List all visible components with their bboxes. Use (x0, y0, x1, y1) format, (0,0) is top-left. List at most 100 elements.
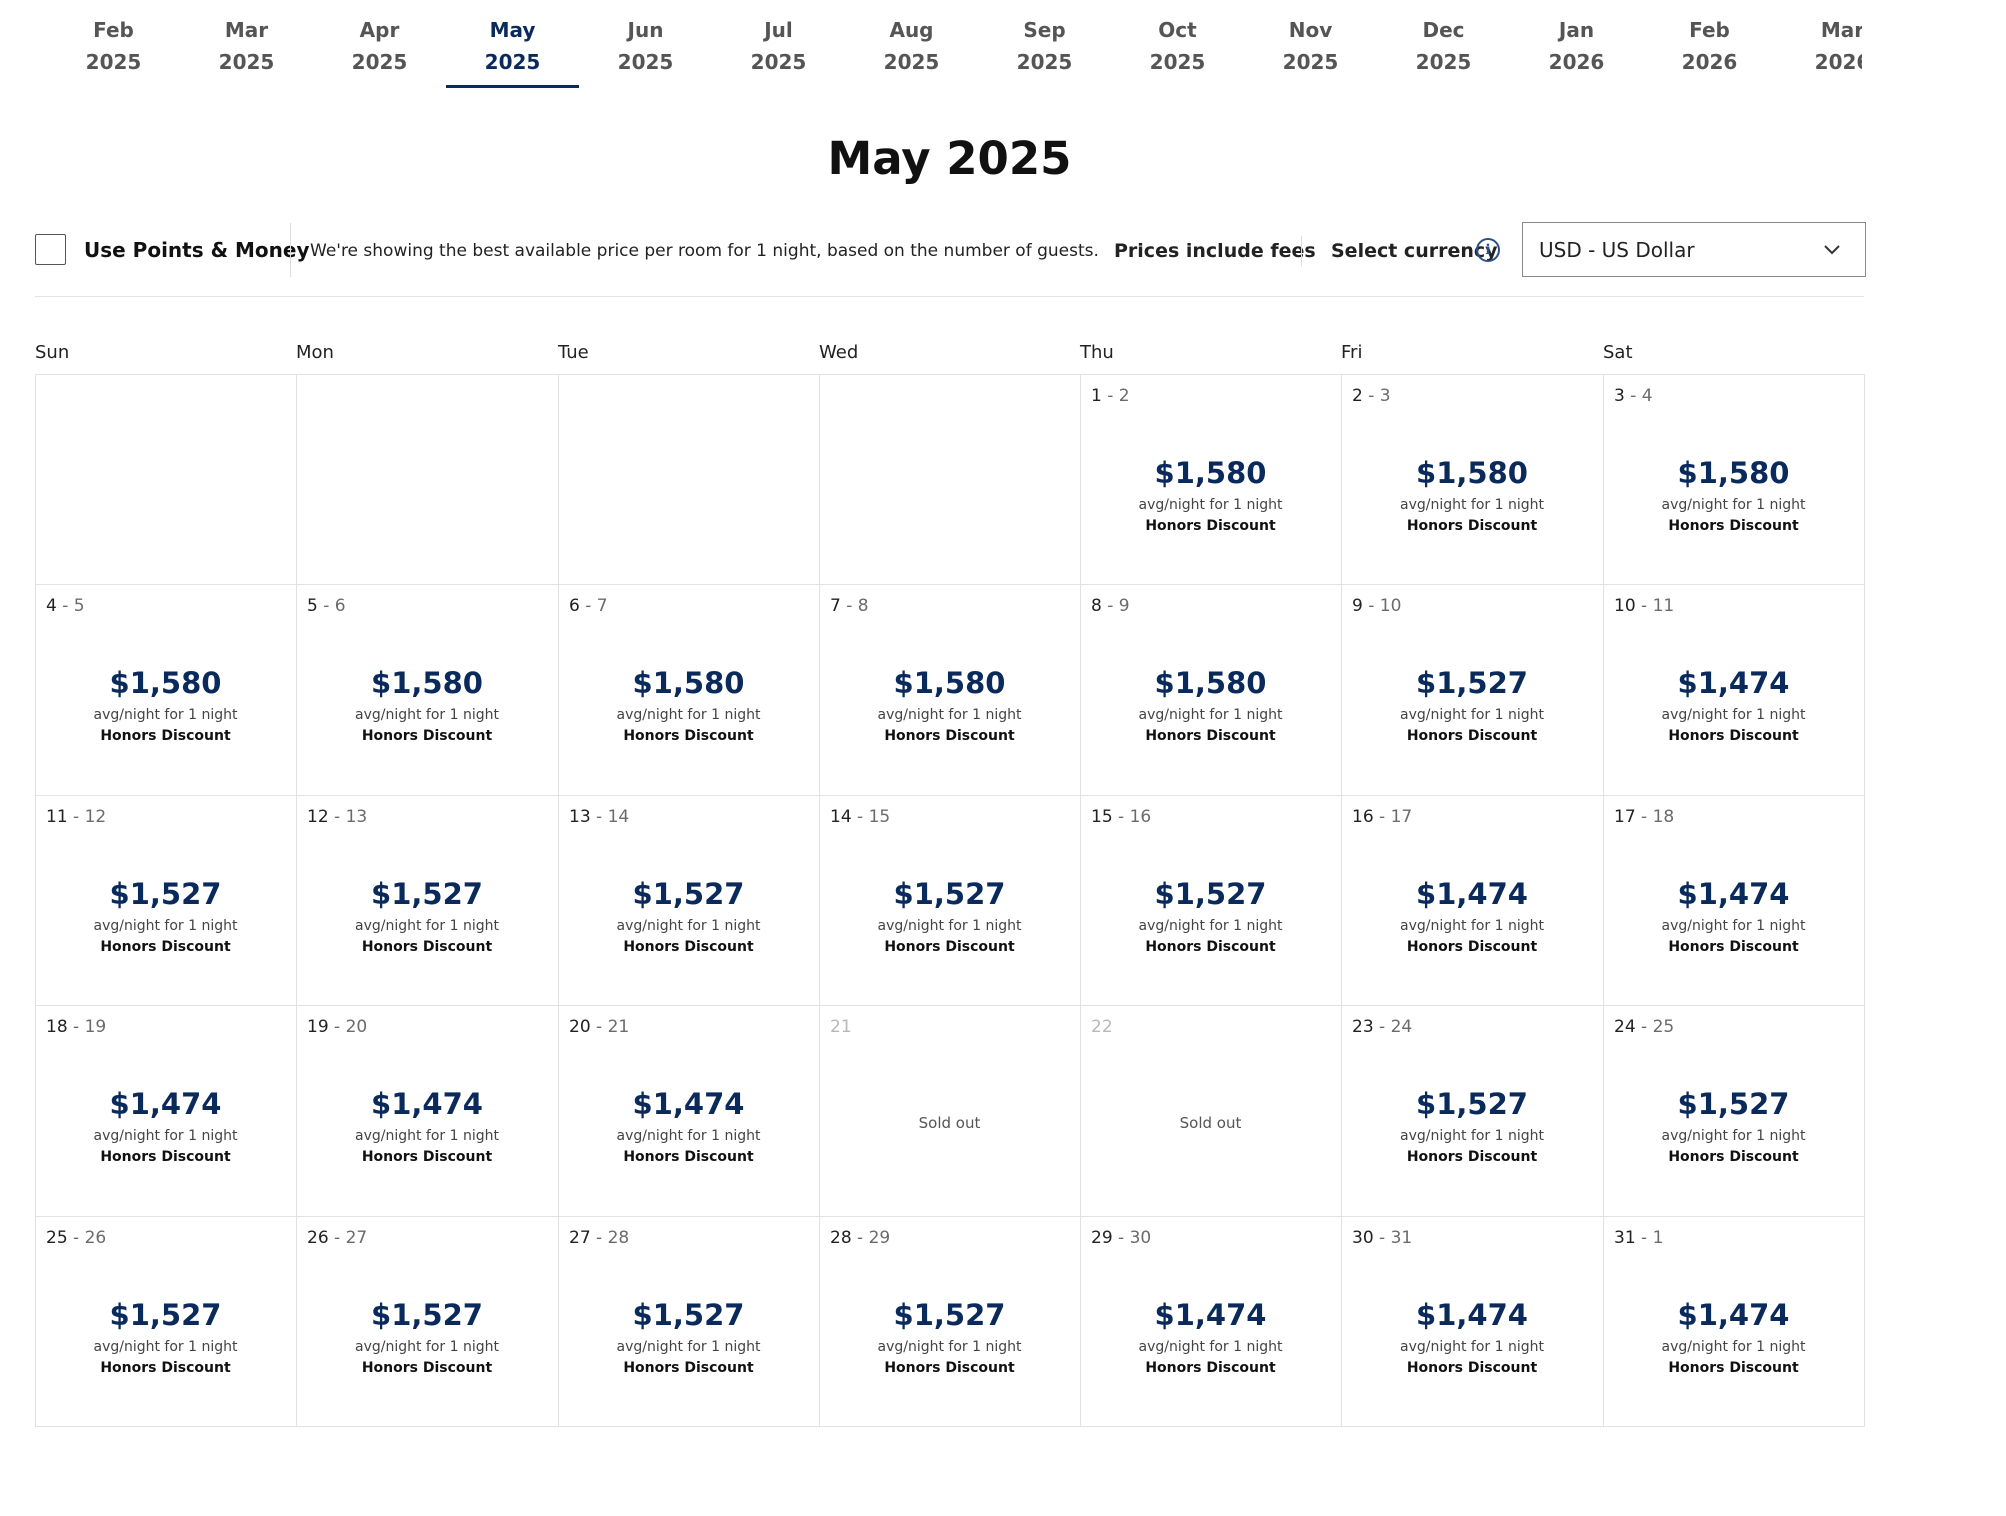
sold-out-label: Sold out (918, 1114, 981, 1132)
calendar-cell[interactable]: 18 - 19 $1,474 avg/night for 1 night Honors… (35, 1005, 297, 1217)
calendar-cell[interactable]: 27 - 28 $1,527 avg/night for 1 night Honors… (558, 1216, 820, 1427)
month-tab-may-2025[interactable]: May 2025 (446, 0, 579, 88)
month-tab-jul-2025[interactable]: Jul 2025 (712, 0, 845, 88)
month-tab-year: 2025 (1149, 50, 1206, 74)
cell-date-range: 5 - 6 (307, 592, 346, 620)
month-tab-sep-2025[interactable]: Sep 2025 (978, 0, 1111, 88)
month-tab-name: Mar (1820, 18, 1862, 42)
currency-select[interactable]: USD - US Dollar (1522, 222, 1866, 277)
calendar-cell[interactable]: 3 - 4 $1,580 avg/night for 1 night Honors D… (1603, 374, 1865, 585)
date-separator: - (840, 596, 858, 616)
month-tab-year: 2026 (1548, 50, 1605, 74)
checkin-date: 16 (1352, 807, 1374, 827)
calendar-cell[interactable]: 7 - 8 $1,580 avg/night for 1 night Honors D… (819, 584, 1081, 796)
honors-discount-label: Honors Discount (1668, 728, 1799, 744)
calendar-cell[interactable]: 24 - 25 $1,527 avg/night for 1 night Honors… (1603, 1005, 1865, 1217)
nightly-price: $1,527 (893, 1298, 1006, 1332)
calendar-cell[interactable]: 11 - 12 $1,527 avg/night for 1 night Honors… (35, 795, 297, 1006)
month-tab-mar-2025[interactable]: Mar 2025 (180, 0, 313, 88)
avg-night-label: avg/night for 1 night (616, 707, 761, 723)
month-tab-apr-2025[interactable]: Apr 2025 (313, 0, 446, 88)
calendar-cell[interactable]: 12 - 13 $1,527 avg/night for 1 night Honors… (296, 795, 559, 1006)
calendar-cell[interactable]: 17 - 18 $1,474 avg/night for 1 night Honors… (1603, 795, 1865, 1006)
honors-discount-label: Honors Discount (1668, 939, 1799, 955)
avg-night-label: avg/night for 1 night (877, 1339, 1022, 1355)
checkin-date: 15 (1091, 807, 1113, 827)
month-tab-nov-2025[interactable]: Nov 2025 (1244, 0, 1377, 88)
checkout-date: 29 (868, 1228, 891, 1248)
calendar-cell[interactable]: 23 - 24 $1,527 avg/night for 1 night Honors… (1341, 1005, 1604, 1217)
avg-night-label: avg/night for 1 night (1400, 918, 1544, 934)
month-tab-name: Sep (1023, 18, 1066, 42)
calendar-cell[interactable]: 6 - 7 $1,580 avg/night for 1 night Honors D… (558, 584, 820, 796)
checkin-date: 31 (1614, 1228, 1636, 1248)
checkout-date: 8 (857, 596, 869, 616)
points-money-label[interactable]: Use Points & Money (84, 238, 310, 262)
month-tab-jun-2025[interactable]: Jun 2025 (579, 0, 712, 88)
checkout-date: 18 (1652, 807, 1675, 827)
select-currency-label: Select currency (1331, 240, 1498, 262)
calendar-cell[interactable]: 5 - 6 $1,580 avg/night for 1 night Honors D… (296, 584, 559, 796)
month-tab-oct-2025[interactable]: Oct 2025 (1111, 0, 1244, 88)
checkin-date: 20 (569, 1017, 591, 1037)
checkout-date: 12 (84, 807, 107, 827)
calendar-cell[interactable]: 14 - 15 $1,527 avg/night for 1 night Honors… (819, 795, 1081, 1006)
date-separator: - (851, 1228, 869, 1248)
calendar-cell[interactable]: 15 - 16 $1,527 avg/night for 1 night Honors… (1080, 795, 1342, 1006)
calendar-cell[interactable]: 1 - 2 $1,580 avg/night for 1 night Honors D… (1080, 374, 1342, 585)
page-title: May 2025 (827, 132, 1072, 185)
nightly-price: $1,474 (1677, 1298, 1790, 1332)
checkin-date: 10 (1614, 596, 1636, 616)
calendar-cell[interactable]: 28 - 29 $1,527 avg/night for 1 night Honors… (819, 1216, 1081, 1427)
calendar-cell[interactable]: 2 - 3 $1,580 avg/night for 1 night Honors D… (1341, 374, 1604, 585)
honors-discount-label: Honors Discount (1406, 1360, 1538, 1376)
checkout-date: 30 (1129, 1228, 1152, 1248)
calendar-cell[interactable]: 29 - 30 $1,474 avg/night for 1 night Honors… (1080, 1216, 1342, 1427)
avg-night-label: avg/night for 1 night (616, 1128, 761, 1144)
calendar-cell-sold-out[interactable]: 22 Sold out (1080, 1005, 1342, 1217)
month-tab-feb-2025[interactable]: Feb 2025 (47, 0, 180, 88)
calendar-cell[interactable]: 31 - 1 $1,474 avg/night for 1 night Honors … (1603, 1216, 1865, 1427)
calendar-cell[interactable]: 26 - 27 $1,527 avg/night for 1 night Honors… (296, 1216, 559, 1427)
calendar-cell[interactable]: 30 - 31 $1,474 avg/night for 1 night Honors… (1341, 1216, 1604, 1427)
nightly-price: $1,527 (632, 877, 745, 911)
nightly-price: $1,474 (1677, 877, 1790, 911)
checkin-date: 12 (307, 807, 329, 827)
points-money-checkbox[interactable] (35, 234, 66, 265)
checkout-date: 17 (1390, 807, 1413, 827)
month-tab-year: 2025 (1415, 50, 1472, 74)
honors-discount-label: Honors Discount (1668, 1360, 1799, 1376)
month-tab-jan-2026[interactable]: Jan 2026 (1510, 0, 1643, 88)
calendar-cell[interactable]: 4 - 5 $1,580 avg/night for 1 night Honors D… (35, 584, 297, 796)
calendar-cell[interactable]: 8 - 9 $1,580 avg/night for 1 night Honors D… (1080, 584, 1342, 796)
month-tab-dec-2025[interactable]: Dec 2025 (1377, 0, 1510, 88)
info-icon[interactable]: i (1476, 238, 1500, 262)
calendar-cell[interactable]: 9 - 10 $1,527 avg/night for 1 night Honors … (1341, 584, 1604, 796)
calendar-cell[interactable]: 13 - 14 $1,527 avg/night for 1 night Honors… (558, 795, 820, 1006)
month-tab-feb-2026[interactable]: Feb 2026 (1643, 0, 1776, 88)
calendar-cell[interactable]: 20 - 21 $1,474 avg/night for 1 night Honors… (558, 1005, 820, 1217)
month-tab-year: 2025 (617, 50, 674, 74)
date-separator: - (1373, 1017, 1391, 1037)
month-tab-mar-2026[interactable]: Mar 2026 (1776, 0, 1862, 88)
date-separator: - (328, 1228, 346, 1248)
checkin-date: 22 (1091, 1017, 1113, 1037)
cell-date-range: 7 - 8 (830, 592, 869, 620)
calendar-cell[interactable]: 25 - 26 $1,527 avg/night for 1 night Honors… (35, 1216, 297, 1427)
date-separator: - (317, 596, 335, 616)
calendar-cell[interactable]: 10 - 11 $1,474 avg/night for 1 night Honors… (1603, 584, 1865, 796)
checkout-date: 2 (1118, 386, 1130, 406)
nightly-price: $1,474 (632, 1087, 745, 1121)
calendar-cell-sold-out[interactable]: 21 Sold out (819, 1005, 1081, 1217)
honors-discount-label: Honors Discount (361, 1360, 493, 1376)
weekday-mon: Mon (296, 342, 334, 363)
calendar-cell[interactable]: 16 - 17 $1,474 avg/night for 1 night Honors… (1341, 795, 1604, 1006)
calendar-cell[interactable]: 19 - 20 $1,474 avg/night for 1 night Honors… (296, 1005, 559, 1217)
checkin-date: 5 (307, 596, 318, 616)
weekday-sun: Sun (35, 342, 70, 363)
nightly-price: $1,474 (1416, 877, 1528, 911)
calendar-cell-empty (296, 374, 559, 585)
price-info-text: We're showing the best available price p… (310, 241, 1099, 261)
month-tab-year: 2025 (218, 50, 275, 74)
month-tab-aug-2025[interactable]: Aug 2025 (845, 0, 978, 88)
